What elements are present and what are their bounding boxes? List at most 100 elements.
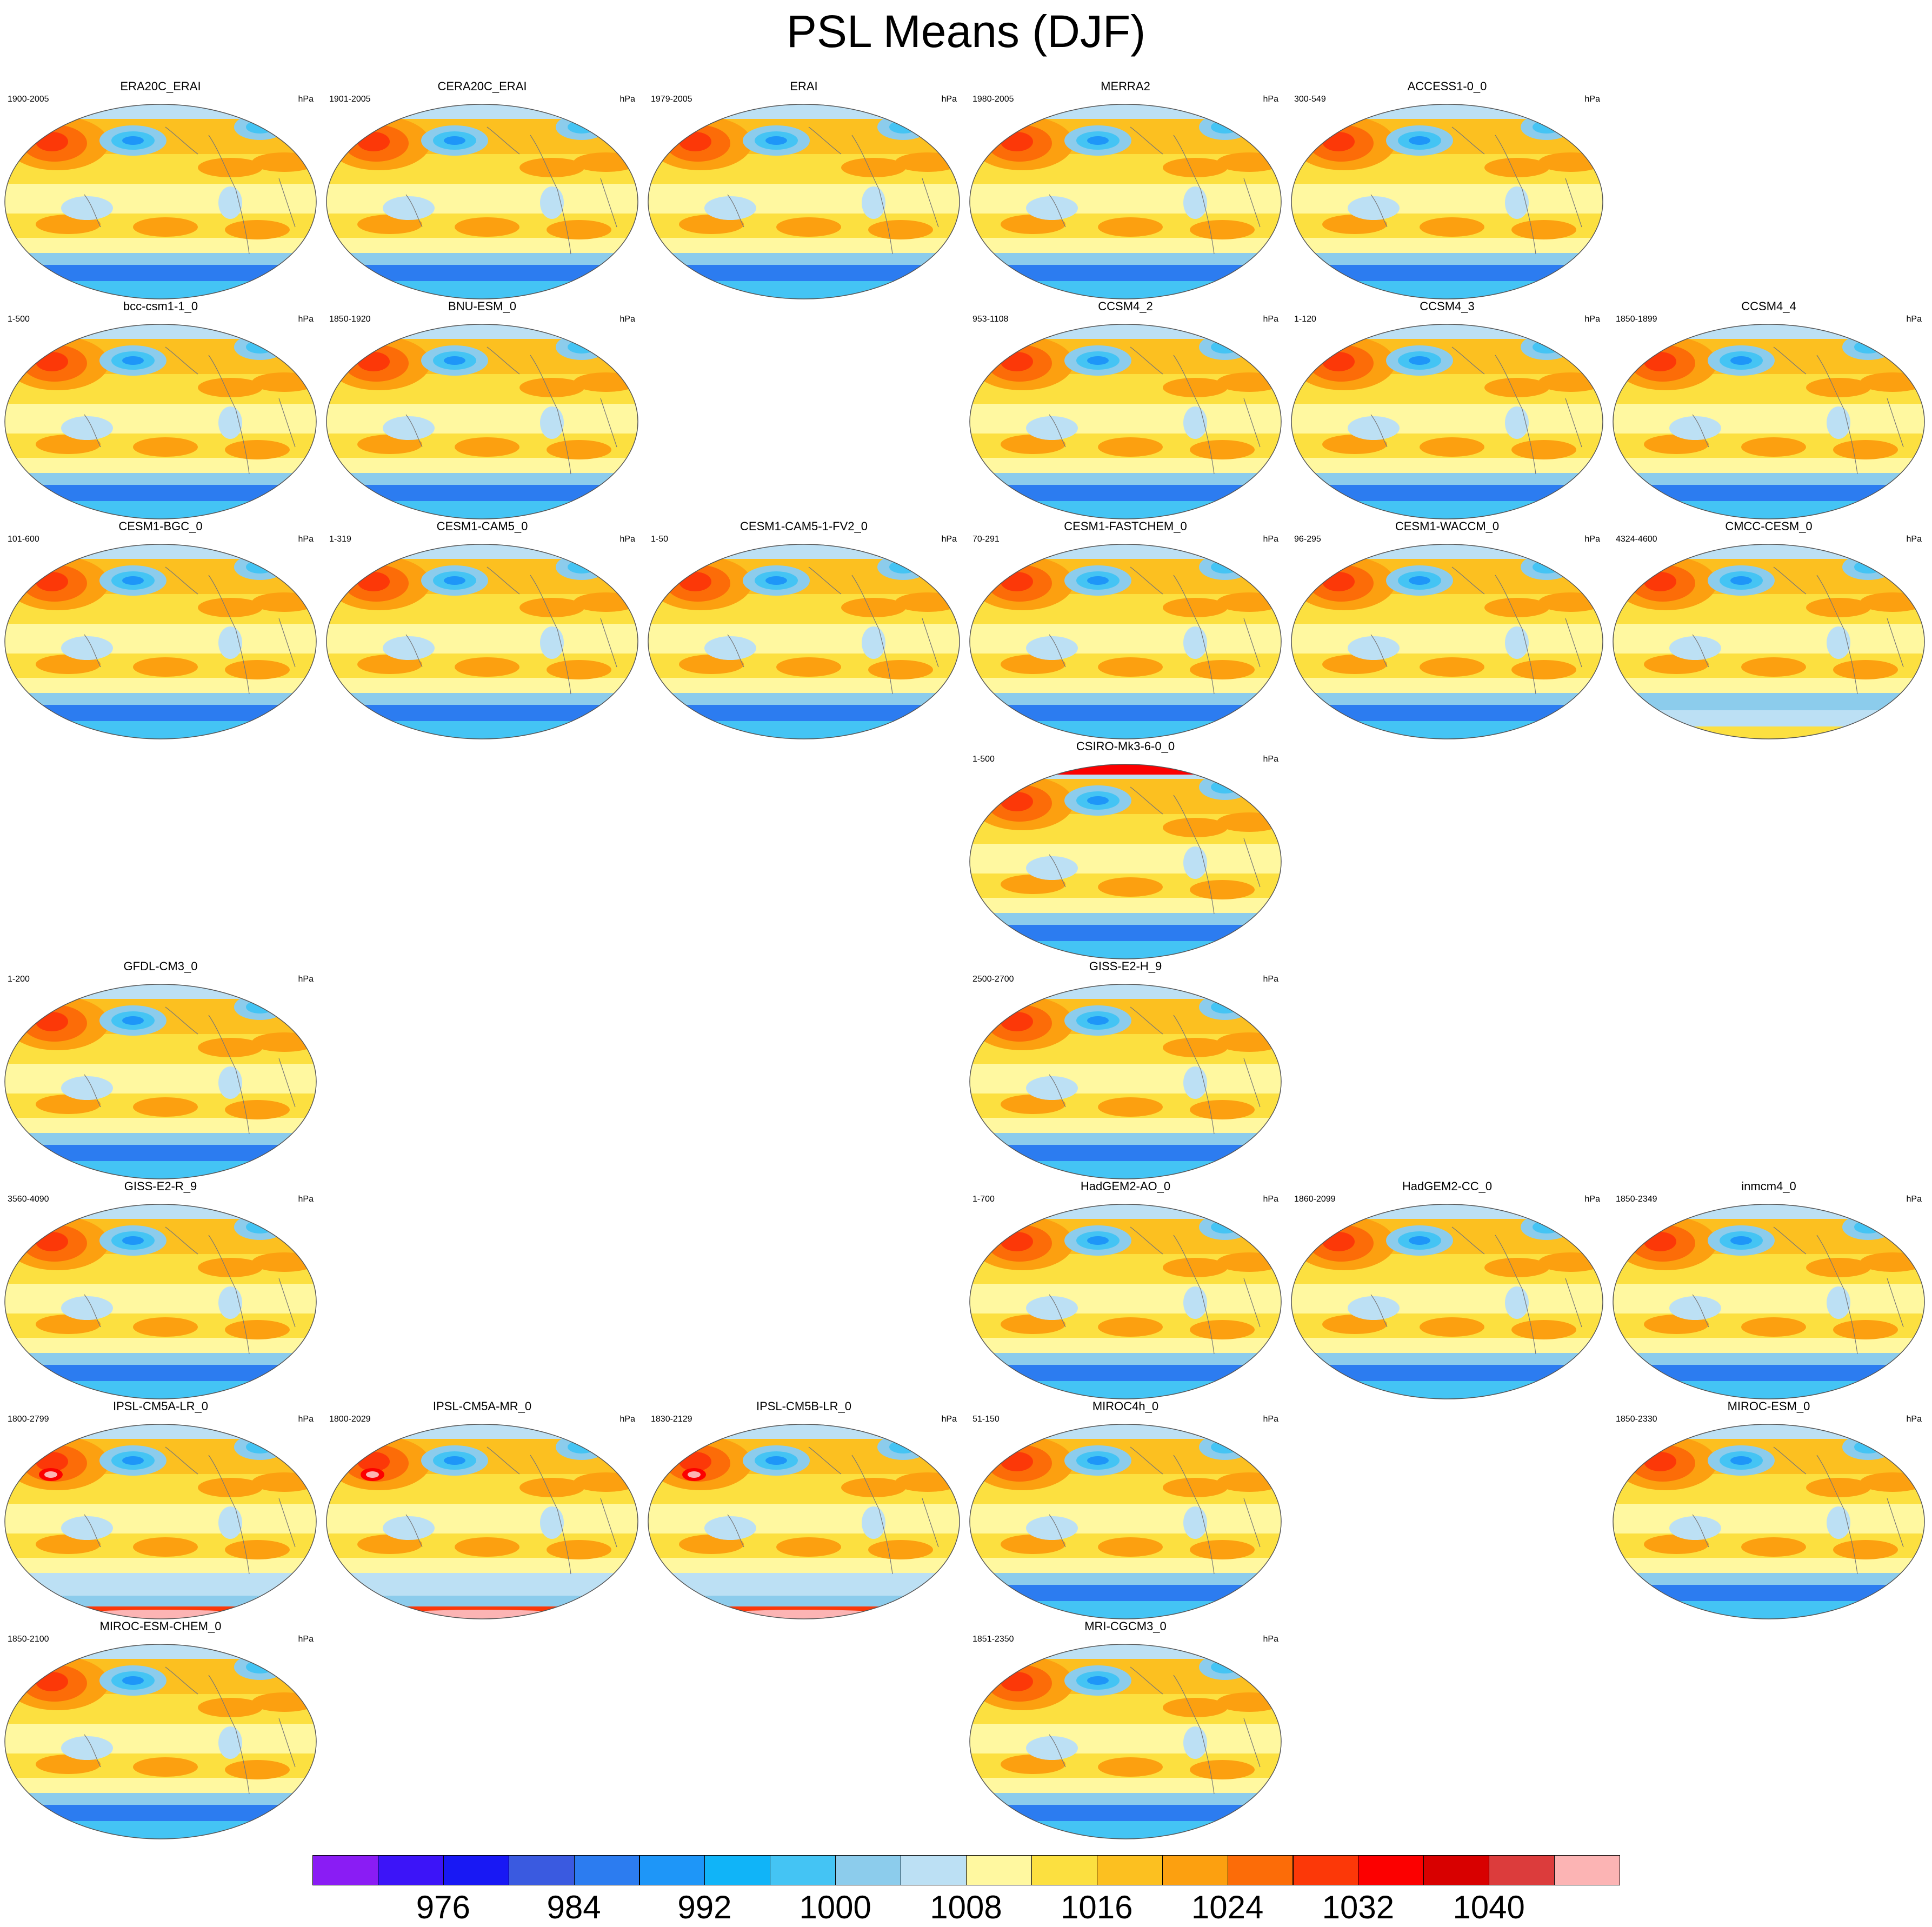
panel-title: inmcm4_0 <box>1741 1179 1796 1193</box>
world-map <box>1291 324 1603 519</box>
panel-title: MIROC-ESM_0 <box>1727 1399 1810 1413</box>
map-panel: inmcm4_0 1850-2349 hPa <box>1608 1179 1929 1406</box>
panel-years: 1-120 <box>1294 315 1316 324</box>
world-map <box>326 1424 638 1619</box>
map-panel: MIROC-ESM_0 1850-2330 hPa <box>1608 1399 1929 1626</box>
colorbar-tick-label: 1008 <box>930 1889 1002 1925</box>
colorbar-tick-label: 1040 <box>1453 1889 1525 1925</box>
world-map <box>969 324 1282 519</box>
panel-unit: hPa <box>1906 1195 1922 1204</box>
map-panel: HadGEM2-CC_0 1860-2099 hPa <box>1287 1179 1608 1406</box>
panel-unit: hPa <box>298 535 314 544</box>
colorbar-swatch <box>1423 1855 1490 1885</box>
panel-title: BNU-ESM_0 <box>448 299 516 313</box>
panel-unit: hPa <box>1906 1415 1922 1424</box>
pressure-field <box>5 1424 316 1619</box>
panel-unit: hPa <box>1584 1195 1600 1204</box>
world-map <box>4 104 317 299</box>
colorbar-tick-label: 1000 <box>799 1889 871 1925</box>
colorbar-swatch <box>1554 1855 1620 1885</box>
colorbar-swatch <box>1031 1855 1097 1885</box>
world-map <box>969 1644 1282 1839</box>
panel-unit: hPa <box>1263 975 1278 984</box>
colorbar-tick-label: 984 <box>547 1889 601 1925</box>
panel-title: MERRA2 <box>1101 79 1150 93</box>
panel-years: 1850-1920 <box>329 315 371 324</box>
pressure-field <box>5 544 316 739</box>
panel-years: 1850-2349 <box>1616 1195 1657 1204</box>
colorbar-tick-label: 1032 <box>1322 1889 1395 1925</box>
map-panel: CCSM4_4 1850-1899 hPa <box>1608 299 1929 526</box>
panel-unit: hPa <box>941 535 957 544</box>
panel-unit: hPa <box>1263 95 1278 104</box>
panel-unit: hPa <box>1584 95 1600 104</box>
colorbar-swatch <box>443 1855 509 1885</box>
panel-title: GISS-E2-R_9 <box>124 1179 197 1193</box>
panel-title: CCSM4_4 <box>1741 299 1796 313</box>
panel-title: MIROC-ESM-CHEM_0 <box>99 1619 222 1633</box>
panel-years: 1851-2350 <box>972 1635 1014 1644</box>
panel-years: 1980-2005 <box>972 95 1014 104</box>
colorbar-swatch <box>1096 1855 1163 1885</box>
colorbar-tick-label: 1024 <box>1191 1889 1264 1925</box>
panel-years: 1-500 <box>972 755 995 764</box>
panel-years: 300-549 <box>1294 95 1326 104</box>
world-map <box>1613 1424 1925 1619</box>
map-panel: ERA20C_ERAI 1900-2005 hPa <box>0 79 321 306</box>
panel-title: CESM1-CAM5_0 <box>436 519 528 533</box>
panel-years: 1979-2005 <box>651 95 692 104</box>
panel-unit: hPa <box>1263 315 1278 324</box>
map-panel: CCSM4_2 953-1108 hPa <box>965 299 1286 526</box>
colorbar-tick-label: 992 <box>677 1889 732 1925</box>
panel-years: 101-600 <box>8 535 39 544</box>
pressure-field <box>327 324 638 519</box>
world-map <box>969 764 1282 959</box>
colorbar-tick-label: 976 <box>416 1889 470 1925</box>
panel-title: CCSM4_2 <box>1098 299 1153 313</box>
panel-years: 1-700 <box>972 1195 995 1204</box>
panel-years: 1860-2099 <box>1294 1195 1336 1204</box>
panel-unit: hPa <box>1263 755 1278 764</box>
panel-unit: hPa <box>1906 535 1922 544</box>
panel-title: ACCESS1-0_0 <box>1407 79 1487 93</box>
colorbar-swatch <box>1489 1855 1555 1885</box>
map-panel: MERRA2 1980-2005 hPa <box>965 79 1286 306</box>
panel-years: 1901-2005 <box>329 95 371 104</box>
panel-years: 2500-2700 <box>972 975 1014 984</box>
world-map <box>1291 1204 1603 1399</box>
panel-years: 1800-2799 <box>8 1415 49 1424</box>
world-map <box>648 544 960 739</box>
panel-unit: hPa <box>298 95 314 104</box>
map-panel: HadGEM2-AO_0 1-700 hPa <box>965 1179 1286 1406</box>
colorbar-swatch <box>508 1855 575 1885</box>
pressure-field <box>1291 1204 1603 1399</box>
colorbar-swatch <box>1162 1855 1228 1885</box>
panel-unit: hPa <box>298 1415 314 1424</box>
panel-title: CESM1-FASTCHEM_0 <box>1064 519 1187 533</box>
panel-unit: hPa <box>1263 1415 1278 1424</box>
world-map <box>969 1204 1282 1399</box>
page-title: PSL Means (DJF) <box>786 6 1146 57</box>
panel-years: 96-295 <box>1294 535 1321 544</box>
panel-title: HadGEM2-CC_0 <box>1402 1179 1493 1193</box>
colorbar-swatch <box>901 1855 967 1885</box>
panel-title: CCSM4_3 <box>1420 299 1475 313</box>
panel-unit: hPa <box>298 315 314 324</box>
panel-title: MIROC4h_0 <box>1092 1399 1159 1413</box>
panel-title: CESM1-CAM5-1-FV2_0 <box>740 519 868 533</box>
map-panel: CESM1-BGC_0 101-600 hPa <box>0 519 321 746</box>
panel-years: 51-150 <box>972 1415 1000 1424</box>
panel-title: MRI-CGCM3_0 <box>1084 1619 1167 1633</box>
world-map <box>326 104 638 299</box>
world-map <box>1291 104 1603 299</box>
world-map <box>969 1424 1282 1619</box>
panel-unit: hPa <box>941 1415 957 1424</box>
world-map <box>1613 544 1925 739</box>
panel-unit: hPa <box>1906 315 1922 324</box>
panel-title: CMCC-CESM_0 <box>1725 519 1813 533</box>
panel-unit: hPa <box>1263 1635 1278 1644</box>
world-map <box>4 324 317 519</box>
colorbar-swatch <box>1227 1855 1294 1885</box>
colorbar-swatch <box>835 1855 902 1885</box>
colorbar-tick-label: 1016 <box>1061 1889 1133 1925</box>
